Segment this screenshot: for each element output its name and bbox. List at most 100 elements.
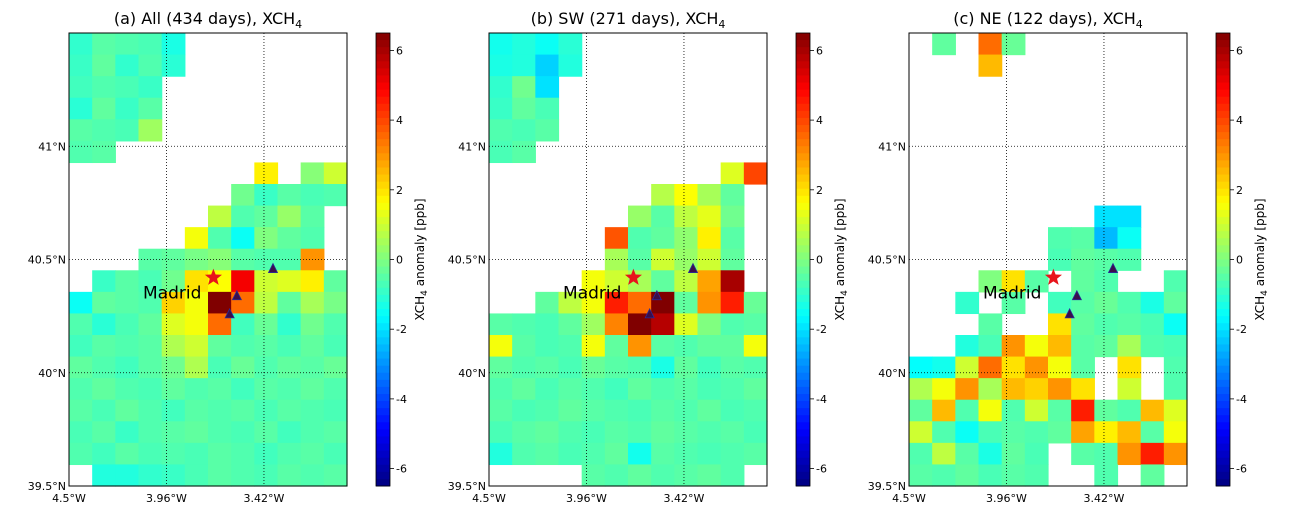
heatmap-cell: [558, 313, 583, 336]
heatmap-cell: [92, 54, 116, 77]
colorbar-segment: [376, 167, 390, 176]
heatmap-cell: [489, 378, 513, 401]
colorbar-segment: [796, 316, 810, 324]
colorbar-segment: [1216, 464, 1230, 473]
heatmap-cell: [978, 313, 1003, 336]
colorbar-segment: [1216, 47, 1230, 55]
heatmap-cell: [115, 291, 140, 315]
heatmap-cell: [208, 399, 232, 422]
heatmap-cell: [115, 378, 140, 401]
y-tick-label: 40.5°N: [448, 254, 486, 267]
heatmap-cell: [651, 442, 675, 466]
x-tick-label: 3.42°W: [244, 492, 285, 505]
heatmap-cell: [1140, 399, 1165, 422]
colorbar-segment: [796, 358, 810, 367]
colorbar-segment: [376, 337, 390, 345]
heatmap-cell: [955, 399, 980, 422]
heatmap-cell: [115, 356, 140, 379]
heatmap-cell: [300, 421, 325, 444]
heatmap-cell: [674, 464, 699, 487]
heatmap-cell: [300, 162, 325, 185]
heatmap-cell: [92, 442, 116, 466]
colorbar-segment: [1216, 273, 1230, 282]
colorbar-segment: [1216, 457, 1230, 466]
heatmap-cell: [323, 421, 348, 444]
heatmap-cell: [628, 421, 652, 444]
colorbar-segment: [796, 103, 810, 112]
heatmap-cell: [1094, 442, 1119, 466]
heatmap-cell: [115, 76, 140, 99]
heatmap-cell: [674, 335, 699, 358]
heatmap-cell: [115, 54, 140, 77]
heatmap-cell: [932, 356, 956, 379]
heatmap-cell: [138, 421, 163, 444]
colorbar-segment: [796, 457, 810, 466]
heatmap-cell: [581, 291, 606, 315]
heatmap-cell: [909, 378, 933, 401]
colorbar-segment: [376, 103, 390, 112]
colorbar-segment: [796, 379, 810, 388]
colorbar-segment: [796, 117, 810, 126]
colorbar-tick-label: -2: [396, 323, 407, 336]
heatmap-cell: [184, 313, 209, 336]
heatmap-cell: [512, 335, 536, 358]
heatmap-cell: [1117, 248, 1142, 271]
colorbar-segment: [376, 181, 390, 190]
heatmap-cell: [277, 270, 302, 293]
colorbar-segment: [376, 429, 390, 437]
heatmap-cell: [300, 399, 325, 422]
heatmap-cell: [932, 399, 956, 422]
heatmap-cell: [1140, 291, 1165, 315]
heatmap-cell: [1163, 356, 1188, 379]
colorbar-label-text: anomaly [ppb]: [833, 198, 847, 290]
axis-frame: [68, 32, 348, 487]
title-subscript: 4: [1136, 18, 1143, 31]
colorbar-segment: [1216, 146, 1230, 154]
heatmap-cell: [909, 464, 933, 487]
y-tick-label: 41°N: [38, 140, 66, 153]
colorbar-segment: [1216, 174, 1230, 183]
colorbar-segment: [1216, 245, 1230, 253]
heatmap-cell: [932, 33, 956, 56]
heatmap-cell: [720, 227, 745, 250]
colorbar-segment: [1216, 160, 1230, 168]
heatmap-cell: [489, 335, 513, 358]
colorbar-segment: [796, 266, 810, 275]
heatmap-cell: [743, 378, 768, 401]
colorbar-segment: [376, 344, 390, 353]
heatmap-cell: [300, 227, 325, 250]
colorbar-segment: [1216, 365, 1230, 374]
y-tick-label: 41°N: [878, 140, 906, 153]
colorbar-segment: [376, 224, 390, 232]
heatmap-cell: [254, 162, 279, 185]
heatmap-cell: [161, 378, 186, 401]
colorbar-segment: [1216, 280, 1230, 289]
heatmap-cell: [604, 442, 629, 466]
heatmap-cell: [184, 248, 209, 271]
colorbar-segment: [376, 309, 390, 317]
heatmap-cell: [651, 227, 675, 250]
heatmap-cell: [1071, 399, 1095, 422]
heatmap-cell: [323, 378, 348, 401]
colorbar-tick-label: 0: [816, 254, 823, 267]
colorbar-segment: [376, 61, 390, 69]
heatmap-cell: [604, 356, 629, 379]
heatmap-cell: [651, 356, 675, 379]
heatmap-cell: [254, 421, 279, 444]
heatmap-cell: [674, 378, 699, 401]
heatmap-cell: [254, 270, 279, 293]
heatmap-cell: [697, 248, 722, 271]
colorbar-segment: [796, 40, 810, 48]
heatmap-cell: [69, 442, 93, 466]
heatmap-cell: [909, 356, 933, 379]
colorbar-segment: [376, 323, 390, 331]
heatmap-cell: [161, 248, 186, 271]
heatmap-cell: [512, 119, 536, 142]
heatmap-cell: [955, 356, 980, 379]
colorbar-segment: [376, 47, 390, 55]
heatmap-cell: [604, 227, 629, 250]
heatmap-cell: [978, 356, 1003, 379]
heatmap-cell: [1117, 399, 1142, 422]
heatmap-cell: [277, 291, 302, 315]
heatmap-cell: [535, 97, 560, 120]
